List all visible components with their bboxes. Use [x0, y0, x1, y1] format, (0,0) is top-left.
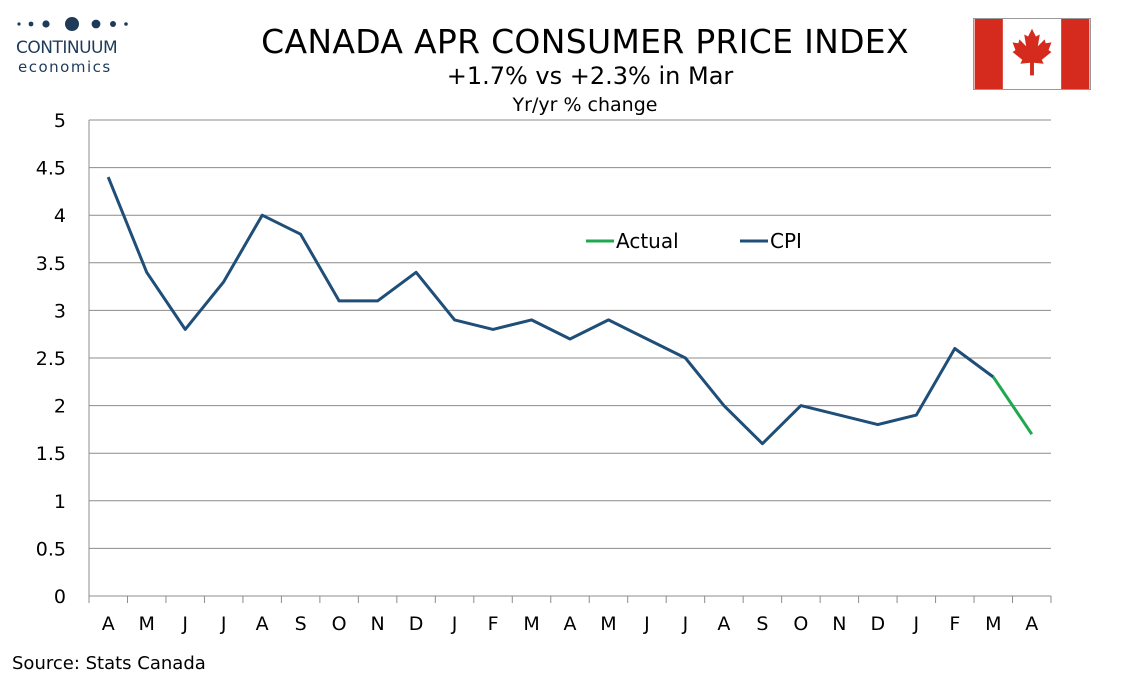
y-tick-label: 3.5	[36, 253, 66, 275]
y-tick-label: 0.5	[36, 538, 66, 560]
series-line-cpi	[106, 176, 995, 446]
y-tick-label: 0	[54, 586, 66, 608]
y-tick-label: 4	[54, 205, 66, 227]
x-tick-label: J	[181, 613, 188, 635]
series-lines	[106, 176, 1034, 446]
x-tick-label: N	[832, 613, 846, 635]
x-tick-label: D	[871, 613, 886, 635]
x-tick-label: J	[913, 613, 920, 635]
logo-dots-icon	[17, 17, 128, 31]
legend-label-cpi: CPI	[770, 229, 802, 253]
axes	[88, 120, 1052, 603]
y-tick-label: 5	[54, 110, 66, 132]
legend: Actual CPI	[586, 229, 802, 253]
x-tick-label: O	[793, 613, 808, 635]
y-tick-label: 2	[54, 396, 66, 418]
x-tick-label: M	[139, 613, 155, 635]
x-tick-label: F	[488, 613, 499, 635]
chart-units: Yr/yr % change	[512, 94, 658, 116]
x-tick-label: F	[949, 613, 960, 635]
x-tick-label: A	[1025, 613, 1038, 635]
x-tick-label: O	[332, 613, 347, 635]
x-tick-label: M	[523, 613, 539, 635]
x-tick-label: S	[295, 613, 307, 635]
x-tick-label: D	[409, 613, 424, 635]
y-tick-label: 2.5	[36, 348, 66, 370]
x-tick-label: J	[220, 613, 227, 635]
legend-label-actual: Actual	[616, 229, 679, 253]
chart-title: CANADA APR CONSUMER PRICE INDEX	[261, 22, 909, 61]
y-tick-label: 3	[54, 300, 66, 322]
x-tick-label: S	[756, 613, 768, 635]
x-tick-label: J	[451, 613, 458, 635]
chart-subtitle: +1.7% vs +2.3% in Mar	[446, 62, 734, 90]
x-tick-label: A	[564, 613, 577, 635]
x-tick-label: A	[717, 613, 730, 635]
x-tick-label: J	[643, 613, 650, 635]
source-note: Source: Stats Canada	[12, 653, 206, 674]
canada-flag-icon	[973, 18, 1091, 90]
series-line-actual	[992, 376, 1034, 436]
continuum-logo: CONTINUUM economics	[14, 14, 134, 76]
y-tick-label: 4.5	[36, 158, 66, 180]
logo-sub: economics	[18, 58, 112, 76]
x-tick-label: N	[370, 613, 384, 635]
y-tick-labels: 0 0.5 1 1.5 2 2.5 3 3.5 4 4.5 5	[36, 110, 66, 608]
x-tick-label: A	[256, 613, 269, 635]
x-tick-label: M	[985, 613, 1001, 635]
y-tick-label: 1	[54, 491, 66, 513]
grid-lines	[89, 119, 1051, 549]
x-tick-label: J	[682, 613, 689, 635]
logo-brand: CONTINUUM	[16, 38, 118, 58]
y-tick-label: 1.5	[36, 443, 66, 465]
x-tick-label: M	[600, 613, 616, 635]
x-tick-label: A	[102, 613, 115, 635]
